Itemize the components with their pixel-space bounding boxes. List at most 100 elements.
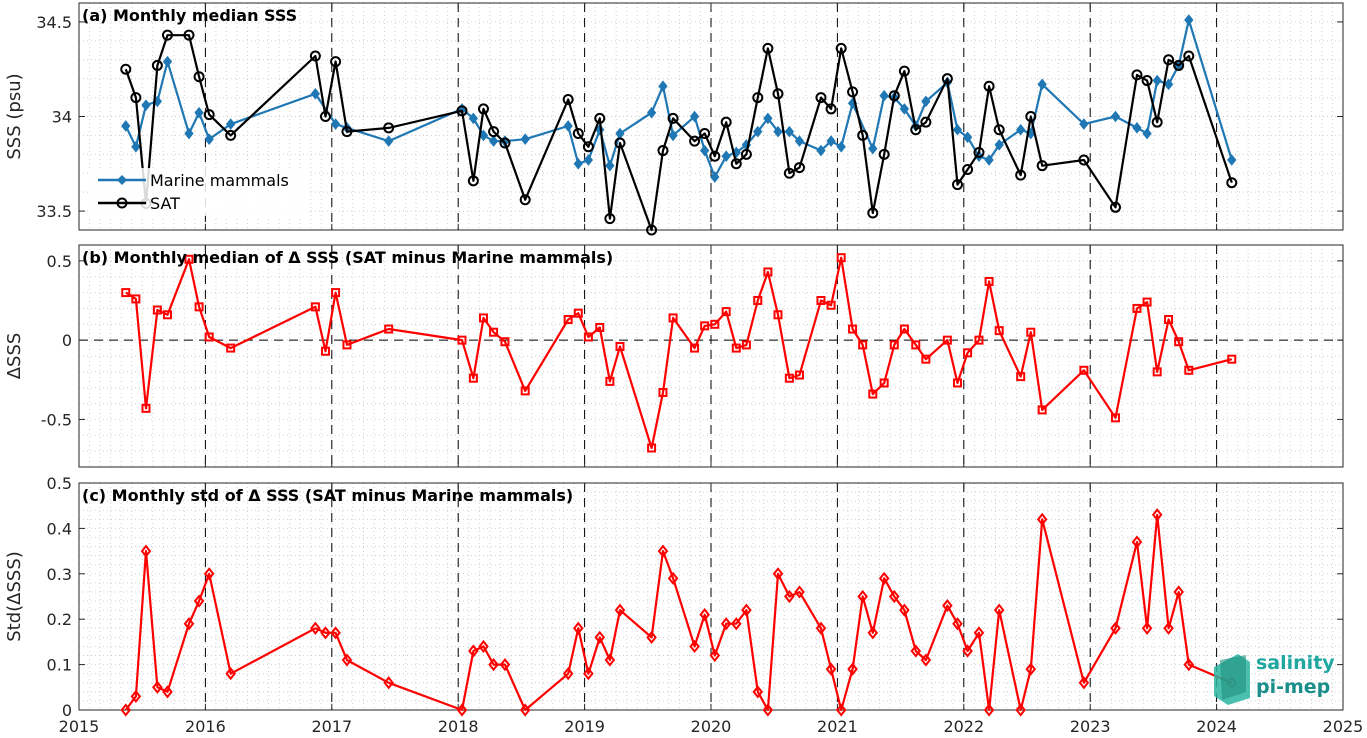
data-point [763,112,773,125]
data-point [721,307,731,317]
data-point [868,142,878,155]
data-point [162,685,173,699]
data-point [605,159,615,172]
data-point [121,120,131,132]
data-point [847,86,859,98]
data-point [867,626,879,640]
data-point [310,621,321,635]
data-point [899,103,910,115]
x-tick-label: 2017 [311,717,352,736]
data-point [741,603,752,617]
data-point [710,319,720,329]
data-point [1078,676,1090,690]
data-point [993,603,1005,617]
x-tick-label: 2025 [1323,717,1364,736]
data-point [204,133,214,146]
data-point [562,93,574,105]
data-point [899,603,910,617]
data-point [384,135,394,147]
data-point [835,703,847,717]
data-point [721,150,731,163]
x-tick-label: 2019 [564,717,605,736]
data-point [310,87,321,100]
data-point [825,103,837,115]
data-point [152,680,163,694]
data-point [699,128,711,140]
data-point [730,158,742,170]
data-point [604,653,616,667]
data-point [456,105,468,117]
data-point [731,343,741,353]
data-point [784,589,795,604]
data-point [646,224,658,236]
data-point [488,657,499,672]
data-point [120,63,132,75]
data-point [709,648,721,663]
data-point [753,296,763,305]
data-point [330,118,341,130]
data-point [921,354,931,364]
data-point [520,133,530,146]
data-point [941,73,953,85]
data-point [658,80,668,93]
data-point [835,42,847,54]
data-point [868,389,878,399]
data-point [826,300,836,310]
data-point [911,340,921,350]
data-point [478,639,489,654]
data-point [151,59,163,71]
data-point [1173,59,1185,71]
data-point [983,80,995,92]
x-tick-label: 2023 [1070,717,1111,736]
data-point [583,667,594,681]
logo-line1: salinity [1256,652,1335,674]
data-point [573,308,583,318]
data-point [1016,372,1026,382]
data-point [793,162,805,174]
data-point [1173,585,1184,599]
y-tick-label: 0 [62,701,72,720]
data-point [720,617,732,631]
data-point [740,148,752,160]
data-point [1110,413,1120,423]
x-tick-label: 2018 [438,717,479,736]
data-point [942,335,952,345]
series-line-sat [124,34,1233,232]
data-point [879,89,889,102]
data-point [858,340,868,350]
data-point [194,302,204,312]
data-point [310,302,320,312]
data-point [1015,169,1027,181]
data-point [984,276,994,286]
data-point [1036,160,1048,172]
data-point [225,129,237,141]
data-point [1164,315,1174,325]
data-point [1151,116,1163,128]
data-point [120,703,132,717]
x-tick-label: 2021 [817,717,858,736]
data-point [1016,123,1026,136]
data-point [519,194,531,206]
data-point [121,288,131,298]
data-point [699,608,710,622]
data-point [646,106,657,119]
data-point [319,111,331,122]
data-point [983,703,995,717]
data-point [690,343,700,353]
data-point [320,346,330,356]
data-point [226,118,236,130]
data-point [921,95,931,108]
data-point [161,29,173,41]
data-point [689,639,700,654]
data-point [383,676,394,690]
data-point [141,403,151,413]
data-point [330,626,341,640]
data-point [836,253,846,263]
data-point [467,175,479,187]
data-point [952,378,962,388]
data-point [1142,127,1152,140]
data-point [753,125,763,138]
data-point [204,332,214,342]
data-point [867,207,879,219]
